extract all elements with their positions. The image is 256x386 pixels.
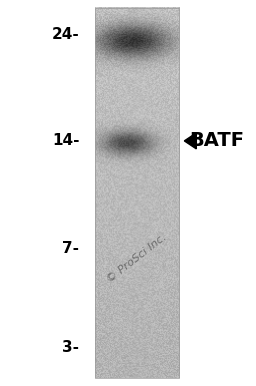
- Text: 14-: 14-: [52, 134, 79, 148]
- Text: 3-: 3-: [62, 340, 79, 355]
- Polygon shape: [184, 133, 196, 149]
- Text: 7-: 7-: [62, 242, 79, 256]
- Text: © ProSci Inc.: © ProSci Inc.: [105, 232, 169, 285]
- Text: BATF: BATF: [189, 131, 244, 151]
- Text: 24-: 24-: [52, 27, 79, 42]
- Bar: [95, 8, 179, 378]
